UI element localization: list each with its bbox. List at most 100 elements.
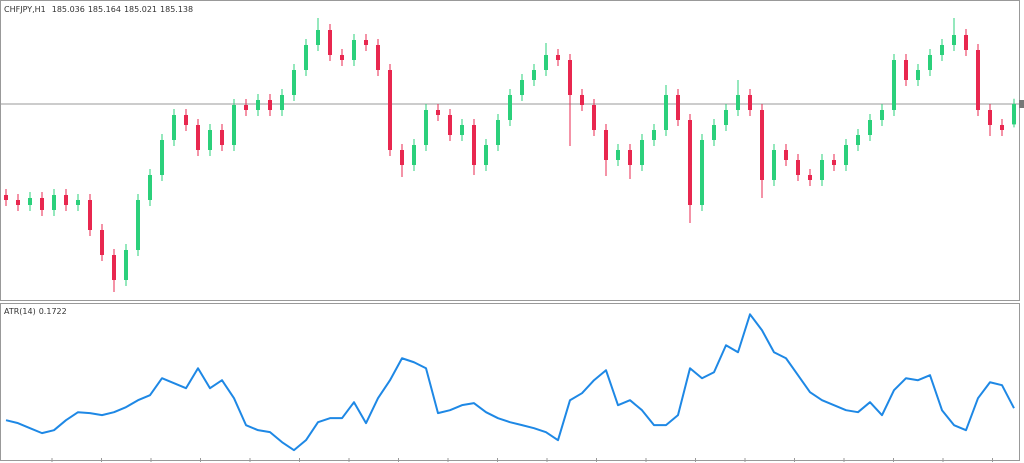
candle-body xyxy=(820,160,824,180)
candle-body xyxy=(544,55,548,70)
candle-body xyxy=(400,150,404,165)
candle-body xyxy=(64,195,68,205)
candle-body xyxy=(676,95,680,120)
candle-body xyxy=(124,250,128,280)
candle-body xyxy=(340,55,344,60)
candle-body xyxy=(256,100,260,110)
candle-body xyxy=(784,150,788,160)
candle-body xyxy=(1000,125,1004,130)
candle-body xyxy=(748,95,752,110)
candle-body xyxy=(100,230,104,255)
symbol: CHFJPY,H1 xyxy=(4,5,46,14)
candle-body xyxy=(628,150,632,165)
low-value: 185.021 xyxy=(124,5,157,14)
candle-body xyxy=(160,140,164,175)
candle-body xyxy=(76,200,80,205)
candle-body xyxy=(892,60,896,110)
candle-body xyxy=(352,40,356,60)
candle-body xyxy=(4,195,8,200)
candle-body xyxy=(592,105,596,130)
price-panel xyxy=(0,0,1020,301)
candle-body xyxy=(196,125,200,150)
candle-body xyxy=(508,95,512,120)
close-value: 185.138 xyxy=(160,5,193,14)
marks xyxy=(1,18,1024,452)
candle-body xyxy=(328,30,332,55)
candle-body xyxy=(28,198,32,205)
candle-body xyxy=(904,60,908,80)
candle-body xyxy=(988,110,992,125)
candle-body xyxy=(940,45,944,55)
candle-body xyxy=(616,150,620,160)
candle-body xyxy=(232,105,236,145)
candle-body xyxy=(184,115,188,125)
candle-body xyxy=(772,150,776,180)
candle-body xyxy=(724,110,728,125)
candle-body xyxy=(112,255,116,280)
candle-body xyxy=(148,175,152,200)
candle-body xyxy=(280,95,284,110)
candle-body xyxy=(412,145,416,165)
candle-body xyxy=(916,70,920,80)
candle-body xyxy=(52,195,56,210)
candle-body xyxy=(856,135,860,145)
candle-body xyxy=(472,125,476,165)
candle-body xyxy=(808,175,812,180)
candle-body xyxy=(568,60,572,95)
indicator-panel xyxy=(0,303,1020,461)
candle-body xyxy=(40,198,44,210)
candle-body xyxy=(136,200,140,250)
candle-body xyxy=(652,130,656,140)
candle-body xyxy=(268,100,272,110)
indicator-value: 0.1722 xyxy=(39,307,67,316)
candle-body xyxy=(712,125,716,140)
candle-body xyxy=(664,95,668,130)
candle-body xyxy=(292,70,296,95)
candle-body xyxy=(604,130,608,160)
candle-body xyxy=(580,95,584,105)
candle-body xyxy=(976,50,980,110)
candle-body xyxy=(376,45,380,70)
candle-body xyxy=(316,30,320,45)
candle-body xyxy=(208,130,212,150)
candle-body xyxy=(868,120,872,135)
candle-body xyxy=(172,115,176,140)
candle-body xyxy=(964,35,968,50)
candle-body xyxy=(244,105,248,110)
candle-body xyxy=(220,130,224,145)
time-ticks xyxy=(51,458,993,462)
candle-body xyxy=(844,145,848,165)
candle-body xyxy=(424,110,428,145)
candle-body xyxy=(832,160,836,165)
candle-body xyxy=(460,125,464,135)
candle-body xyxy=(436,110,440,115)
candle-body xyxy=(304,45,308,70)
candle-body xyxy=(88,200,92,230)
candle-body xyxy=(700,140,704,205)
legend-entry: ATR(14) xyxy=(4,307,36,316)
candle-body xyxy=(496,120,500,145)
candle-body xyxy=(16,200,20,205)
candle-body xyxy=(928,55,932,70)
price-marker xyxy=(1019,100,1024,108)
candle-body xyxy=(736,95,740,110)
candle-body xyxy=(364,40,368,45)
candle-body xyxy=(1012,104,1016,125)
candle-body xyxy=(796,160,800,175)
indicator-header: ATR(14) 0.1722 xyxy=(4,307,67,316)
candle-body xyxy=(952,35,956,45)
candle-body xyxy=(880,110,884,120)
atr-line xyxy=(5,313,1015,452)
candle-body xyxy=(640,140,644,165)
candle-body xyxy=(388,70,392,150)
candle-body xyxy=(532,70,536,80)
candle-body xyxy=(448,115,452,135)
candle-body xyxy=(484,145,488,165)
candle-body xyxy=(520,80,524,95)
candle-body xyxy=(688,120,692,205)
candle-body xyxy=(556,55,560,60)
open-value: 185.036 xyxy=(52,5,85,14)
candle-body xyxy=(760,110,764,180)
high-value: 185.164 xyxy=(88,5,121,14)
